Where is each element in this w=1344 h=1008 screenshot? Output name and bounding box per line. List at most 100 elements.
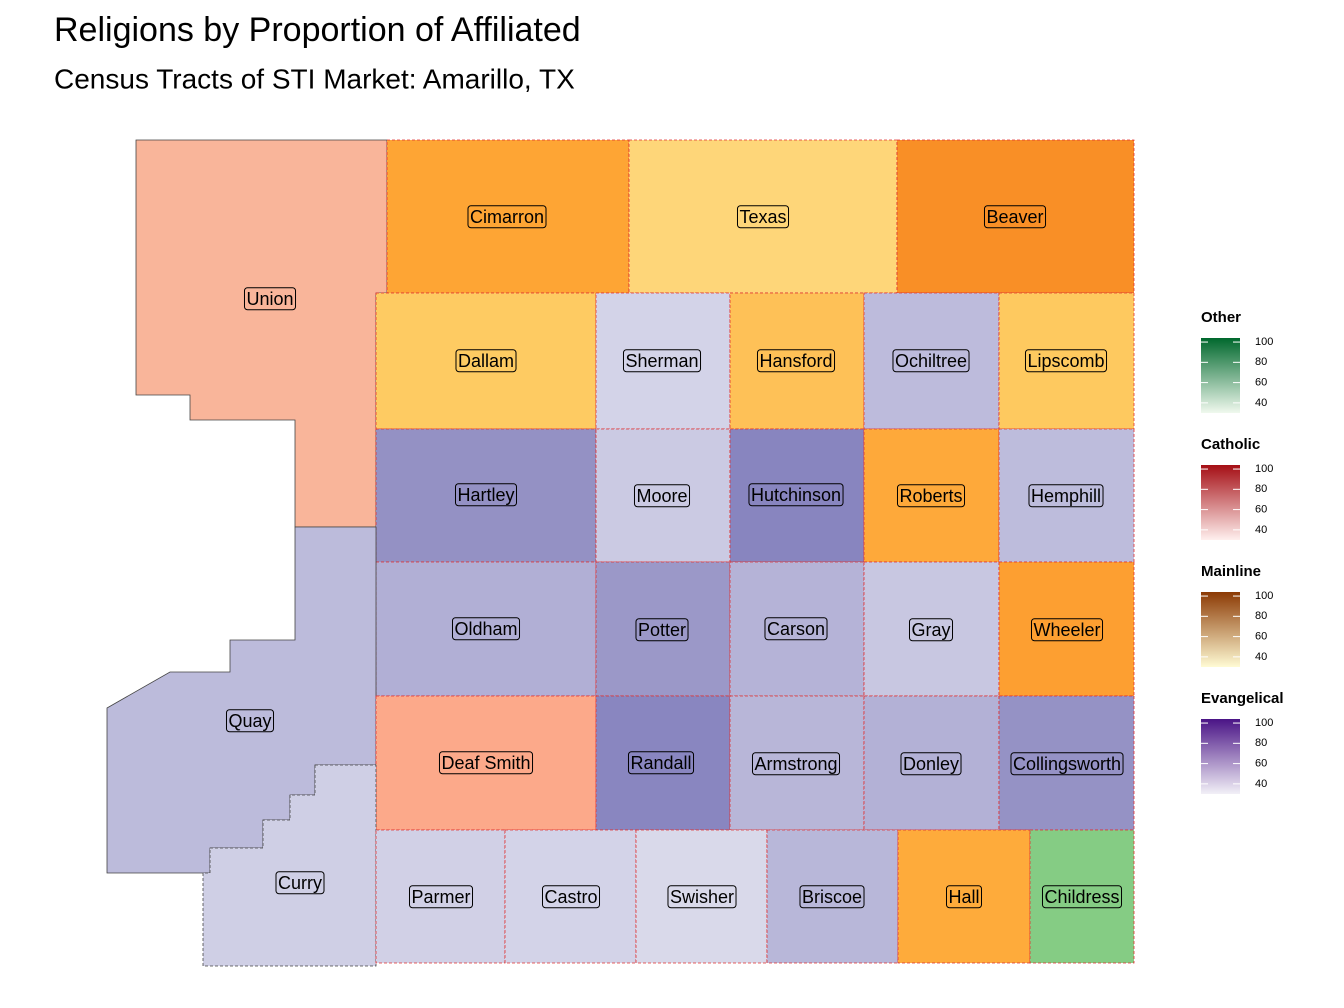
counties bbox=[106, 139, 1135, 967]
label-box bbox=[622, 349, 702, 373]
county-label: Beaver bbox=[986, 207, 1043, 227]
county-label: Quay bbox=[228, 711, 271, 731]
label-box bbox=[896, 484, 966, 508]
county bbox=[135, 139, 388, 528]
label-box bbox=[945, 885, 983, 909]
legend-tick-label: 100 bbox=[1255, 590, 1273, 602]
county bbox=[504, 829, 637, 964]
county bbox=[635, 829, 768, 964]
county-label: Roberts bbox=[899, 486, 962, 506]
county-labels: Union Cimarron Texas Beaver Dallam Sherman Han… bbox=[225, 205, 1124, 909]
legend-tick-label: 60 bbox=[1255, 631, 1267, 643]
legend-tick-label: 100 bbox=[1255, 463, 1273, 475]
label-box bbox=[756, 349, 836, 373]
county-label: Lipscomb bbox=[1027, 351, 1104, 371]
county bbox=[863, 695, 1000, 831]
legend-tick-label: 40 bbox=[1255, 778, 1267, 790]
legend-title: Evangelical bbox=[1201, 690, 1284, 707]
county-label: Gray bbox=[911, 620, 950, 640]
county-label: Hemphill bbox=[1031, 486, 1101, 506]
county-label: Hall bbox=[948, 887, 979, 907]
label-box bbox=[1028, 484, 1104, 508]
legend-bar bbox=[1201, 719, 1240, 794]
label-box bbox=[467, 205, 547, 229]
county bbox=[766, 829, 899, 964]
county-label: Curry bbox=[278, 873, 322, 893]
county-label: Union bbox=[246, 289, 293, 309]
county bbox=[998, 695, 1135, 831]
label-box bbox=[892, 349, 970, 373]
label-box bbox=[633, 484, 691, 508]
label-box bbox=[736, 205, 790, 229]
county bbox=[998, 561, 1135, 697]
county-label: Collingsworth bbox=[1013, 754, 1121, 774]
county-label: Randall bbox=[630, 753, 691, 773]
label-box bbox=[1030, 618, 1104, 642]
county bbox=[202, 764, 377, 967]
label-box bbox=[1041, 885, 1123, 909]
label-box bbox=[799, 885, 865, 909]
legend-bar bbox=[1201, 338, 1240, 413]
county-label: Ochiltree bbox=[895, 351, 967, 371]
label-box bbox=[983, 205, 1047, 229]
county-label: Moore bbox=[636, 486, 687, 506]
county-label: Cimarron bbox=[470, 207, 544, 227]
label-box bbox=[627, 751, 695, 775]
label-box bbox=[454, 483, 518, 507]
legend-tick-label: 80 bbox=[1255, 737, 1267, 749]
county-label: Hansford bbox=[759, 351, 832, 371]
county-label: Dallam bbox=[458, 351, 514, 371]
legend-title: Catholic bbox=[1201, 436, 1260, 453]
legend-bar bbox=[1201, 592, 1240, 667]
legend-tick-label: 100 bbox=[1255, 717, 1273, 729]
label-box bbox=[751, 752, 841, 776]
legend-tick-label: 60 bbox=[1255, 377, 1267, 389]
county-label: Deaf Smith bbox=[441, 753, 530, 773]
county-label: Texas bbox=[739, 207, 786, 227]
county-label: Childress bbox=[1044, 887, 1119, 907]
legend-tick-label: 40 bbox=[1255, 651, 1267, 663]
label-box bbox=[451, 617, 521, 641]
county-label: Parmer bbox=[411, 887, 470, 907]
label-box bbox=[908, 618, 954, 642]
label-box bbox=[455, 349, 517, 373]
title: Religions by Proportion of Affiliated bbox=[54, 11, 581, 49]
county bbox=[1029, 829, 1135, 964]
label-box bbox=[438, 751, 534, 775]
label-box bbox=[748, 483, 844, 507]
county-label: Wheeler bbox=[1033, 620, 1100, 640]
label-box bbox=[408, 885, 474, 909]
subtitle: Census Tracts of STI Market: Amarillo, T… bbox=[54, 63, 575, 94]
label-box bbox=[243, 287, 297, 311]
legend-tick-label: 60 bbox=[1255, 758, 1267, 770]
county-label: Briscoe bbox=[802, 887, 862, 907]
county-label: Oldham bbox=[454, 619, 517, 639]
legend-tick-label: 100 bbox=[1255, 336, 1273, 348]
legend-title: Mainline bbox=[1201, 563, 1261, 580]
county bbox=[375, 695, 597, 831]
label-box bbox=[900, 752, 962, 776]
county-label: Hutchinson bbox=[751, 485, 841, 505]
legend-tick-label: 40 bbox=[1255, 524, 1267, 536]
county-label: Potter bbox=[638, 620, 686, 640]
label-box bbox=[667, 885, 737, 909]
county-label: Armstrong bbox=[754, 754, 837, 774]
label-box bbox=[225, 709, 275, 733]
legend-tick-label: 80 bbox=[1255, 610, 1267, 622]
legend-bar bbox=[1201, 465, 1240, 540]
label-box bbox=[635, 618, 689, 642]
legend-title: Other bbox=[1201, 309, 1241, 326]
county bbox=[863, 561, 1000, 697]
legend-tick-label: 60 bbox=[1255, 504, 1267, 516]
county bbox=[375, 561, 597, 697]
label-box bbox=[1010, 752, 1124, 776]
legend-tick-label: 80 bbox=[1255, 483, 1267, 495]
county-label: Hartley bbox=[457, 485, 514, 505]
label-box bbox=[764, 617, 828, 641]
label-box bbox=[1024, 349, 1108, 373]
county-label: Castro bbox=[544, 887, 597, 907]
county-label: Donley bbox=[903, 754, 959, 774]
legend-tick-label: 40 bbox=[1255, 397, 1267, 409]
label-box bbox=[275, 871, 325, 895]
